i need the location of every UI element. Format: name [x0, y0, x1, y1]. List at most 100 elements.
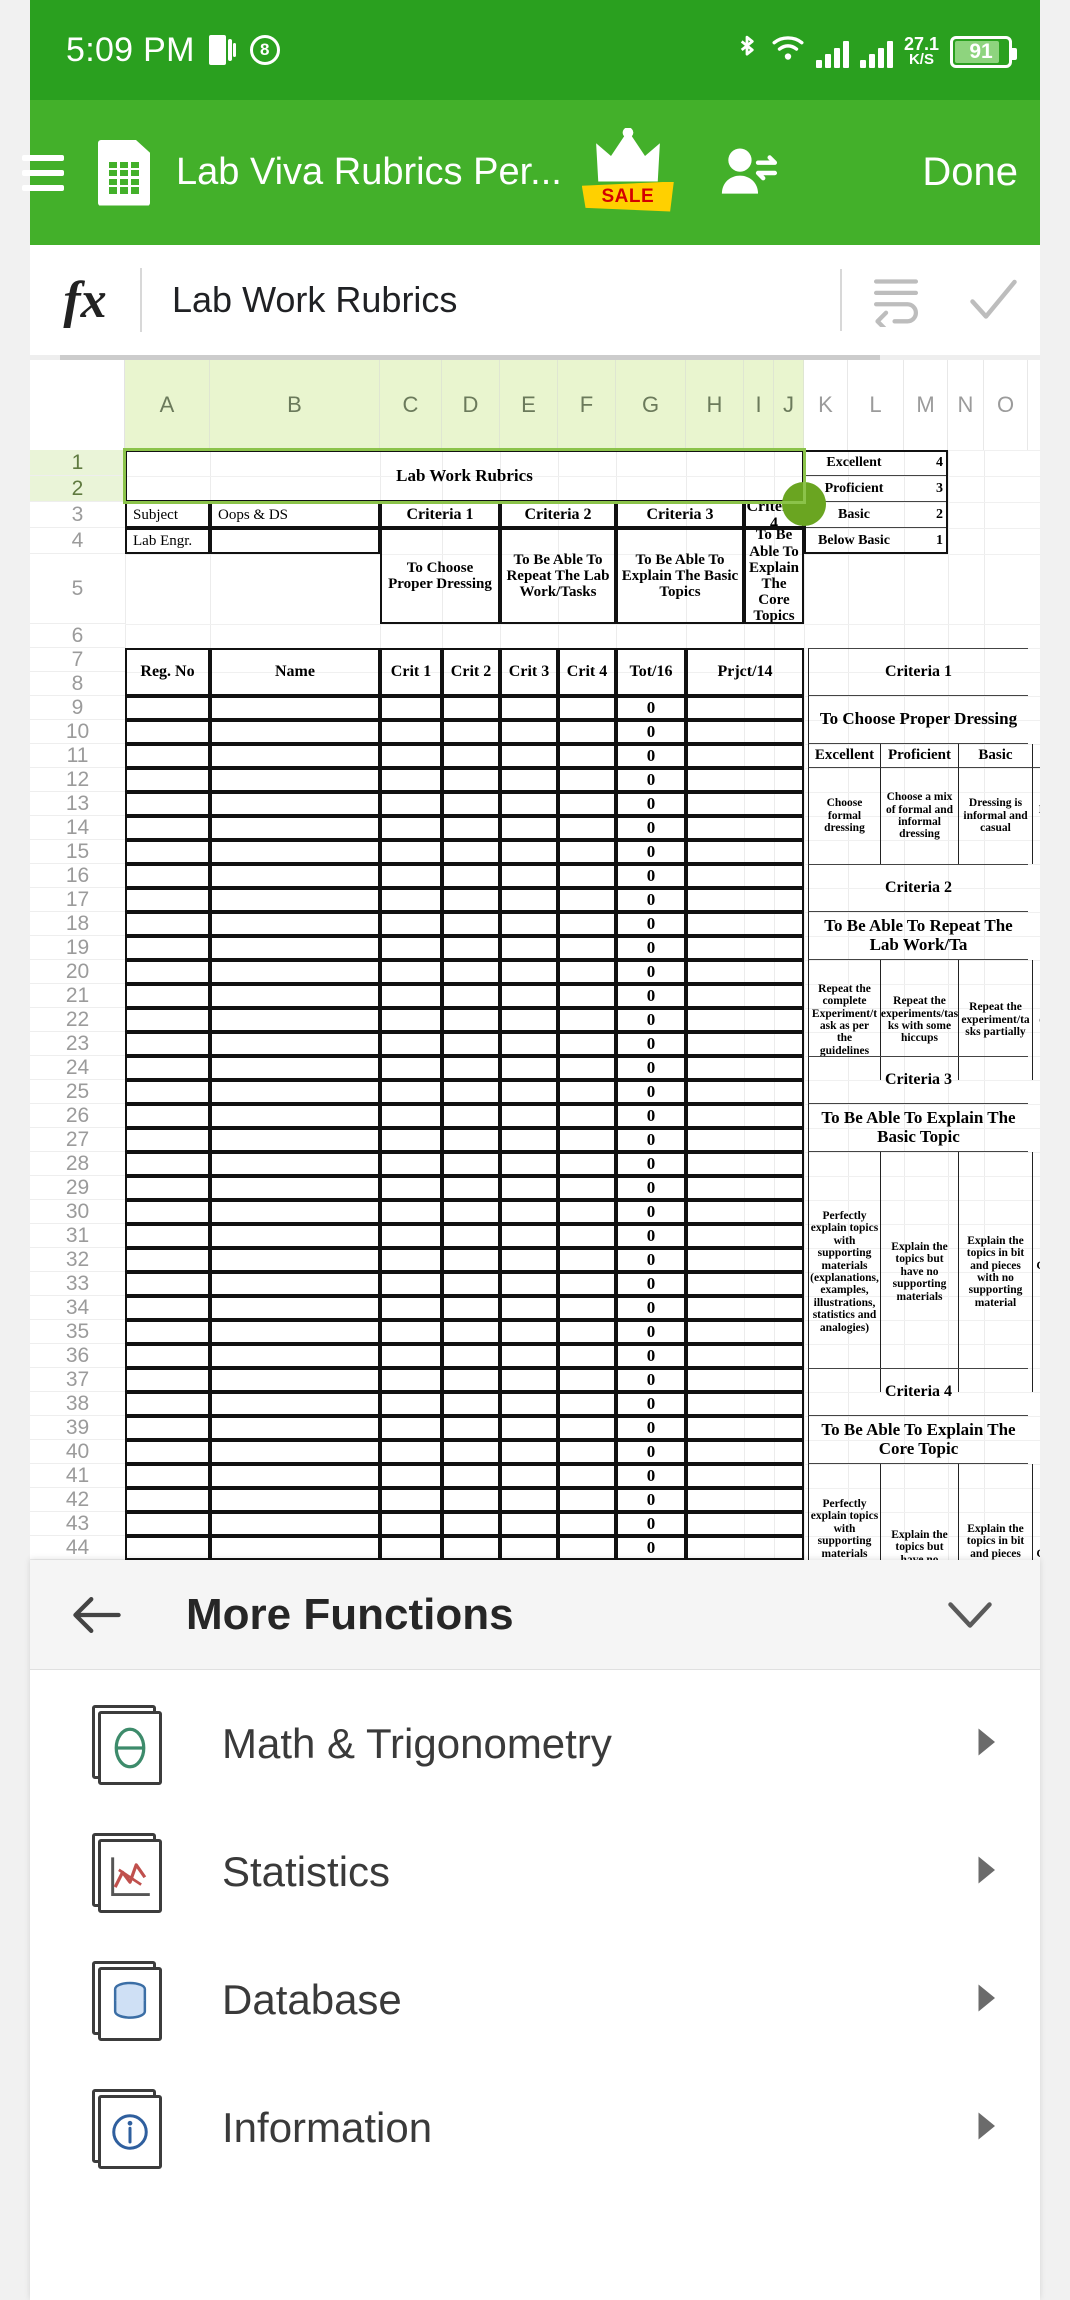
cell-data-A28[interactable]	[125, 1152, 210, 1176]
cell-data-F40[interactable]	[558, 1440, 616, 1464]
cell-project-20[interactable]	[686, 960, 804, 984]
cell-data-C32[interactable]	[380, 1248, 442, 1272]
row-header-40[interactable]: 40	[30, 1440, 125, 1464]
cell-project-43[interactable]	[686, 1512, 804, 1536]
cell-table-header-crit-3[interactable]: Crit 3	[500, 648, 558, 696]
cell-total-21[interactable]: 0	[616, 984, 686, 1008]
cell-data-F23[interactable]	[558, 1032, 616, 1056]
cell-data-F35[interactable]	[558, 1320, 616, 1344]
cell-subject-label[interactable]: Subject	[125, 502, 210, 528]
cell-data-A16[interactable]	[125, 864, 210, 888]
cell-data-C10[interactable]	[380, 720, 442, 744]
cell-data-E24[interactable]	[500, 1056, 558, 1080]
cell-project-13[interactable]	[686, 792, 804, 816]
cell-rubric-descriptor-2-2[interactable]: Repeat the experiments/tas ks with some …	[880, 960, 958, 1080]
cell-total-12[interactable]: 0	[616, 768, 686, 792]
cell-data-B26[interactable]	[210, 1104, 380, 1128]
cell-total-17[interactable]: 0	[616, 888, 686, 912]
row-header-36[interactable]: 36	[30, 1344, 125, 1368]
cell-rubric-descriptor-4-3[interactable]: Explain the topics in bit and pieces wit…	[958, 1464, 1032, 1560]
cell-data-F20[interactable]	[558, 960, 616, 984]
cell-project-26[interactable]	[686, 1104, 804, 1128]
cell-total-39[interactable]: 0	[616, 1416, 686, 1440]
text-wrap-icon[interactable]	[848, 273, 944, 327]
cell-data-E28[interactable]	[500, 1152, 558, 1176]
cell-data-C18[interactable]	[380, 912, 442, 936]
cell-total-9[interactable]: 0	[616, 696, 686, 720]
cell-project-37[interactable]	[686, 1368, 804, 1392]
row-header-18[interactable]: 18	[30, 912, 125, 936]
cell-data-A19[interactable]	[125, 936, 210, 960]
row-header-7[interactable]: 7	[30, 648, 125, 672]
cell-data-F34[interactable]	[558, 1296, 616, 1320]
cell-project-28[interactable]	[686, 1152, 804, 1176]
row-header-15[interactable]: 15	[30, 840, 125, 864]
cell-rubric-descriptor-3-3[interactable]: Explain the topics in bit and pieces wit…	[958, 1152, 1032, 1392]
cell-data-E18[interactable]	[500, 912, 558, 936]
cell-data-A25[interactable]	[125, 1080, 210, 1104]
cell-project-35[interactable]	[686, 1320, 804, 1344]
cell-project-11[interactable]	[686, 744, 804, 768]
cell-data-A43[interactable]	[125, 1512, 210, 1536]
cell-data-D26[interactable]	[442, 1104, 500, 1128]
cell-project-25[interactable]	[686, 1080, 804, 1104]
row-header-43[interactable]: 43	[30, 1512, 125, 1536]
cell-data-B35[interactable]	[210, 1320, 380, 1344]
cell-rubric-descriptor-2-3[interactable]: Repeat the experiment/ta sks partially	[958, 960, 1032, 1080]
cell-data-C14[interactable]	[380, 816, 442, 840]
cell-data-C43[interactable]	[380, 1512, 442, 1536]
cell-rubric-descriptor-2-1[interactable]: Repeat the complete Experiment/t ask as …	[808, 960, 880, 1080]
cell-criteria-header-2[interactable]: Criteria 2	[500, 502, 616, 528]
cell-data-A20[interactable]	[125, 960, 210, 984]
done-button[interactable]: Done	[922, 150, 1018, 194]
cell-total-27[interactable]: 0	[616, 1128, 686, 1152]
row-header-27[interactable]: 27	[30, 1128, 125, 1152]
cell-criteria-description-2[interactable]: To Be Able To Repeat The Lab Work/Tasks	[500, 528, 616, 624]
cell-rubric-level-1-1[interactable]: Excellent	[808, 744, 880, 768]
cell-data-C11[interactable]	[380, 744, 442, 768]
cell-data-A24[interactable]	[125, 1056, 210, 1080]
cell-data-A44[interactable]	[125, 1536, 210, 1560]
cell-data-A31[interactable]	[125, 1224, 210, 1248]
cell-data-B24[interactable]	[210, 1056, 380, 1080]
cell-rubric-descriptor-1-4[interactable]: Dressi infor casua too fl	[1032, 768, 1040, 864]
column-header-g[interactable]: G	[616, 360, 686, 450]
cell-data-F41[interactable]	[558, 1464, 616, 1488]
column-header-m[interactable]: M	[904, 360, 948, 450]
horizontal-scrollbar[interactable]	[30, 355, 1040, 360]
cell-total-31[interactable]: 0	[616, 1224, 686, 1248]
cell-data-A30[interactable]	[125, 1200, 210, 1224]
cell-data-C38[interactable]	[380, 1392, 442, 1416]
cell-data-F27[interactable]	[558, 1128, 616, 1152]
row-header-22[interactable]: 22	[30, 1008, 125, 1032]
cell-project-12[interactable]	[686, 768, 804, 792]
cell-data-A37[interactable]	[125, 1368, 210, 1392]
cell-data-C21[interactable]	[380, 984, 442, 1008]
cell-rubric-description-3[interactable]: To Be Able To Explain The Basic Topic	[808, 1104, 1028, 1152]
cell-data-A40[interactable]	[125, 1440, 210, 1464]
cell-data-F32[interactable]	[558, 1248, 616, 1272]
cell-project-10[interactable]	[686, 720, 804, 744]
cell-data-B44[interactable]	[210, 1536, 380, 1560]
cell-total-23[interactable]: 0	[616, 1032, 686, 1056]
column-header-e[interactable]: E	[500, 360, 558, 450]
cell-data-A18[interactable]	[125, 912, 210, 936]
cell-total-15[interactable]: 0	[616, 840, 686, 864]
cell-table-header-crit-1[interactable]: Crit 1	[380, 648, 442, 696]
cell-scale-value-1[interactable]: 3	[904, 476, 948, 502]
cell-data-D36[interactable]	[442, 1344, 500, 1368]
row-header-24[interactable]: 24	[30, 1056, 125, 1080]
cell-data-A29[interactable]	[125, 1176, 210, 1200]
cell-data-A38[interactable]	[125, 1392, 210, 1416]
row-header-19[interactable]: 19	[30, 936, 125, 960]
row-header-9[interactable]: 9	[30, 696, 125, 720]
cell-data-B17[interactable]	[210, 888, 380, 912]
cell-data-E16[interactable]	[500, 864, 558, 888]
cell-data-C15[interactable]	[380, 840, 442, 864]
cell-data-E17[interactable]	[500, 888, 558, 912]
cell-data-A22[interactable]	[125, 1008, 210, 1032]
cell-rubric-description-2[interactable]: To Be Able To Repeat The Lab Work/Ta	[808, 912, 1028, 960]
column-header-a[interactable]: A	[125, 360, 210, 450]
cell-rubric-descriptor-1-3[interactable]: Dressing is informal and casual	[958, 768, 1032, 864]
cell-data-E12[interactable]	[500, 768, 558, 792]
